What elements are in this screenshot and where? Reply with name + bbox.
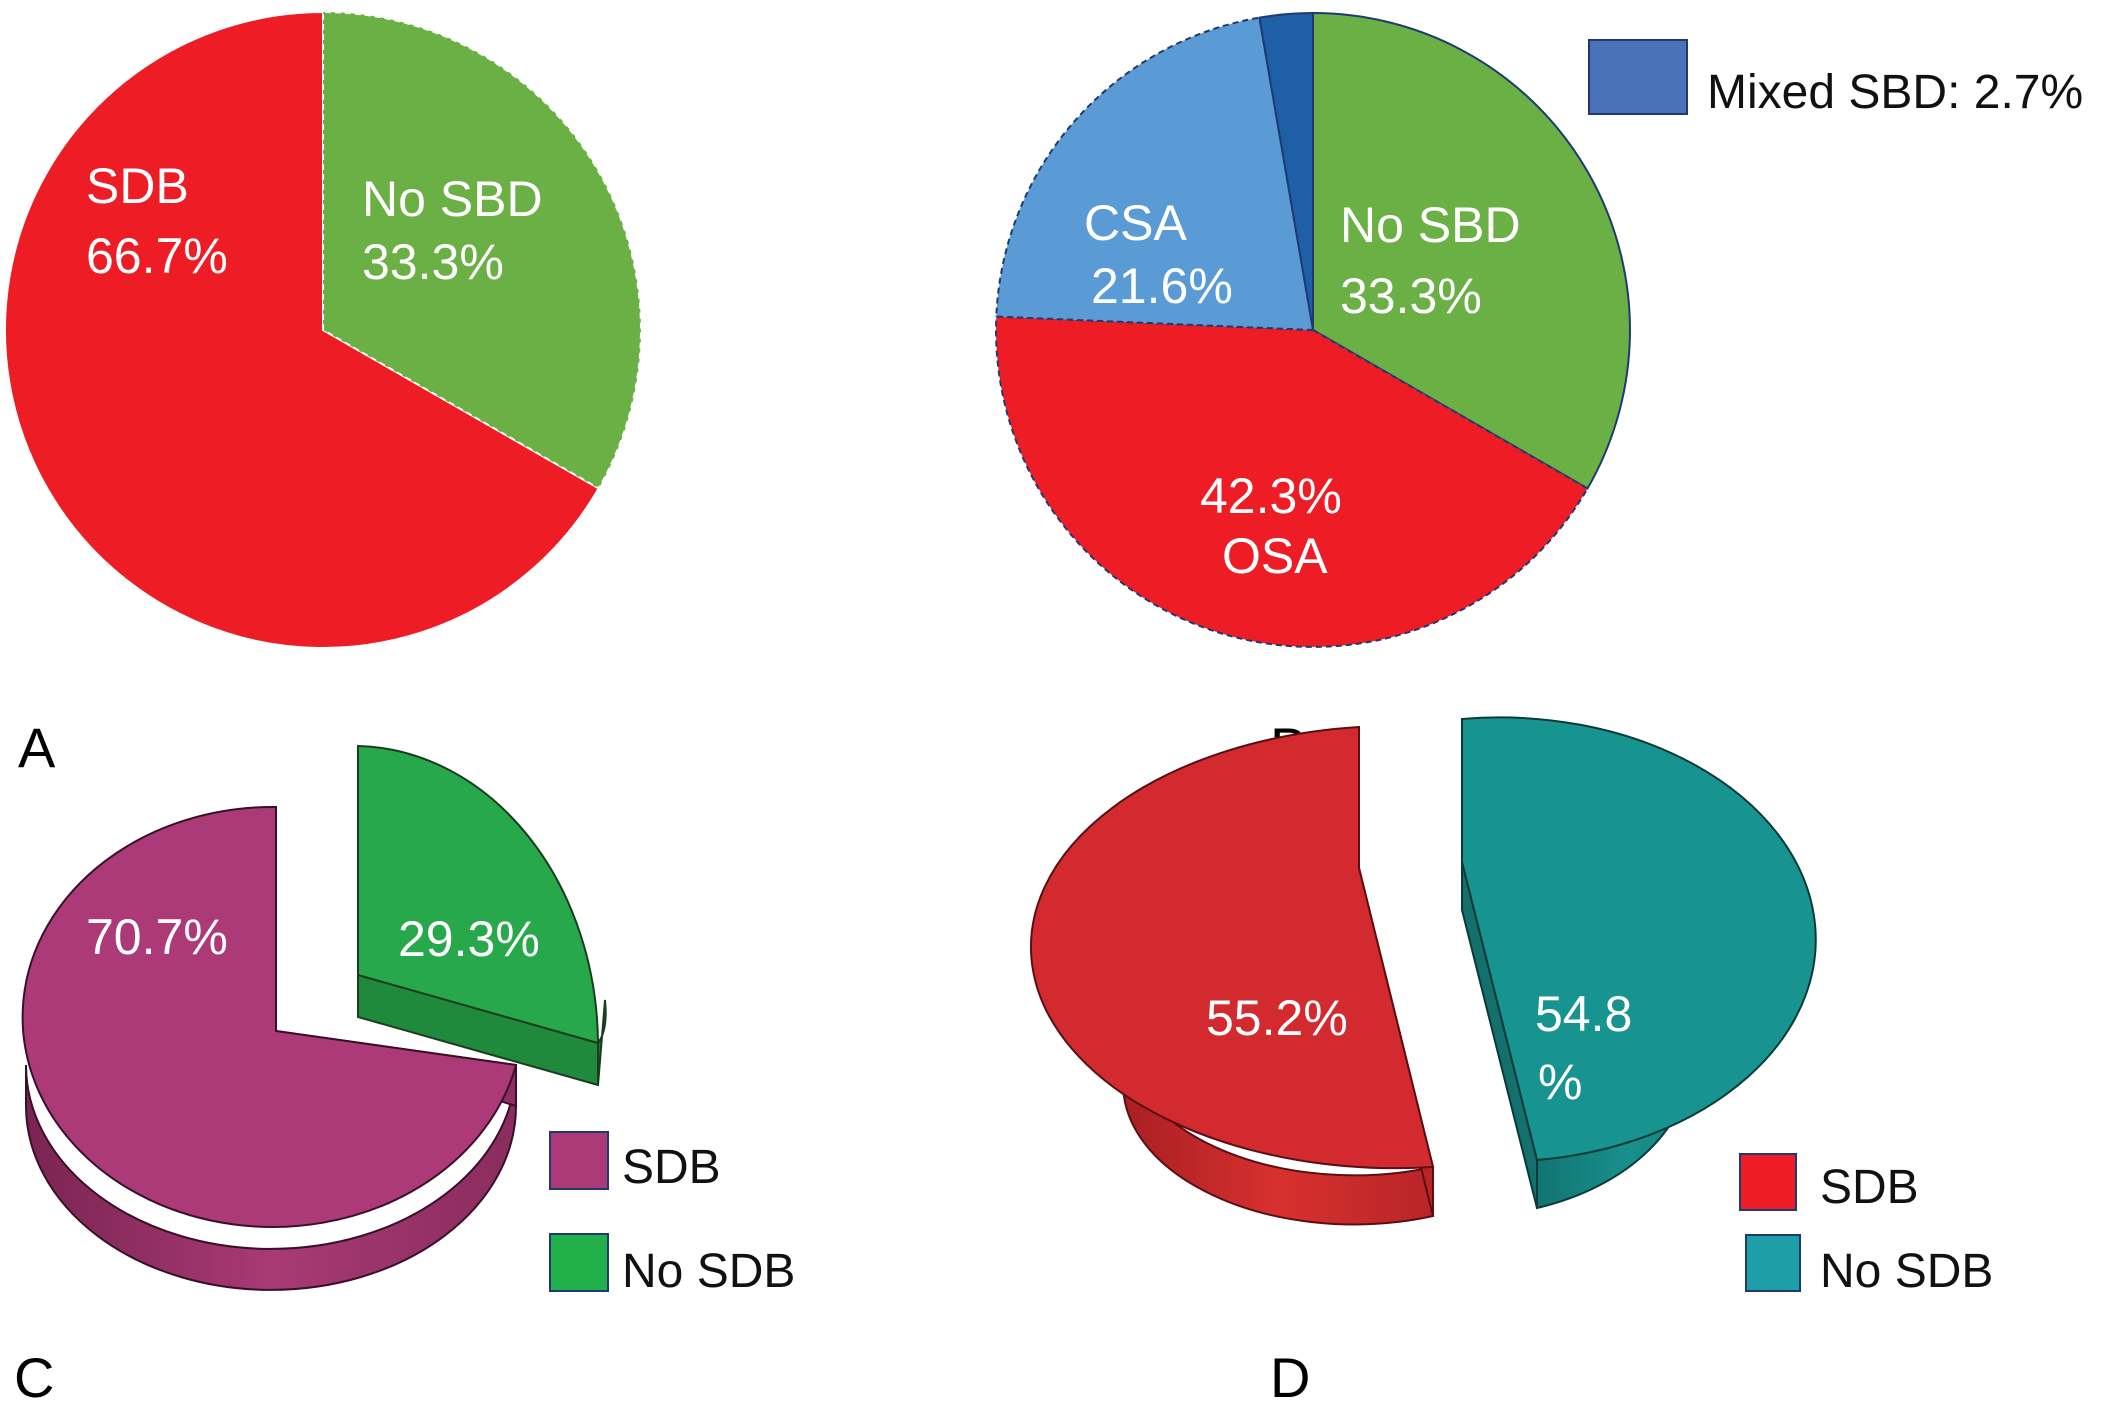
- legend-label-no-sdb: No SDB: [1820, 1245, 1993, 1298]
- pie-top-no-sdb: [357, 744, 600, 1045]
- legend-label-mixed-sbd: Mixed SBD: 2.7%: [1707, 66, 2083, 119]
- legend-swatch-mixed-sbd: [1588, 39, 1688, 115]
- legend-swatch-sdb: [1739, 1153, 1797, 1211]
- slice-value-sdb: 70.7%: [86, 909, 228, 965]
- pie-side-edge-no-sdb: [597, 999, 607, 1086]
- pie-slice-sdb: [3, 10, 601, 649]
- slice-name-osa: OSA: [1222, 528, 1328, 584]
- slice-value-sdb: 55.2%: [1206, 990, 1348, 1046]
- slice-name-sdb: SDB: [86, 158, 189, 214]
- panel-c: 70.7% 29.3% SDB No SDB C: [14, 744, 795, 1407]
- legend-label-sdb: SDB: [622, 1141, 721, 1194]
- slice-value-no-sdb-line2: %: [1538, 1054, 1582, 1110]
- slice-value-sdb: 66.7%: [86, 228, 228, 284]
- slice-name-csa: CSA: [1084, 195, 1187, 251]
- pie-top-sdb: [1030, 725, 1435, 1170]
- panel-a: SDB 66.7% No SBD 33.3% A: [3, 10, 642, 779]
- legend-label-sdb: SDB: [1820, 1161, 1919, 1214]
- slice-value-no-sbd: 33.3%: [362, 234, 504, 290]
- legend-swatch-no-sdb: [1745, 1234, 1801, 1292]
- pie-slice-osa: [995, 315, 1589, 648]
- panel-d: 55.2% 54.8 % SDB No SDB D: [1030, 716, 1993, 1407]
- pie-slice-csa: [995, 16, 1315, 332]
- pie-top-no-sdb: [1461, 716, 1817, 1162]
- slice-value-no-sdb-line1: 54.8: [1535, 986, 1632, 1042]
- panel-letter-d: D: [1270, 1346, 1310, 1407]
- legend-label-no-sdb: No SDB: [622, 1245, 795, 1298]
- panel-letter-a: A: [18, 716, 56, 779]
- legend-swatch-sdb: [549, 1131, 609, 1190]
- slice-name-no-sbd: No SBD: [1340, 197, 1521, 253]
- slice-value-osa: 42.3%: [1200, 468, 1342, 524]
- panel-letter-c: C: [14, 1346, 54, 1407]
- pie-slice-no-sbd: [1312, 11, 1631, 490]
- pie-top-sdb: [21, 805, 518, 1228]
- pie-slice-mixed-sbd: [1258, 11, 1314, 331]
- pie-slice-no-sbd: [322, 10, 642, 490]
- slice-value-csa: 21.6%: [1091, 258, 1233, 314]
- slice-value-no-sbd: 33.3%: [1340, 268, 1482, 324]
- panel-b: No SBD 33.3% CSA 21.6% 42.3% OSA Mixed S…: [995, 11, 2083, 779]
- legend-swatch-no-sdb: [549, 1233, 609, 1292]
- slice-name-no-sbd: No SBD: [362, 171, 543, 227]
- slice-value-no-sdb: 29.3%: [398, 911, 540, 967]
